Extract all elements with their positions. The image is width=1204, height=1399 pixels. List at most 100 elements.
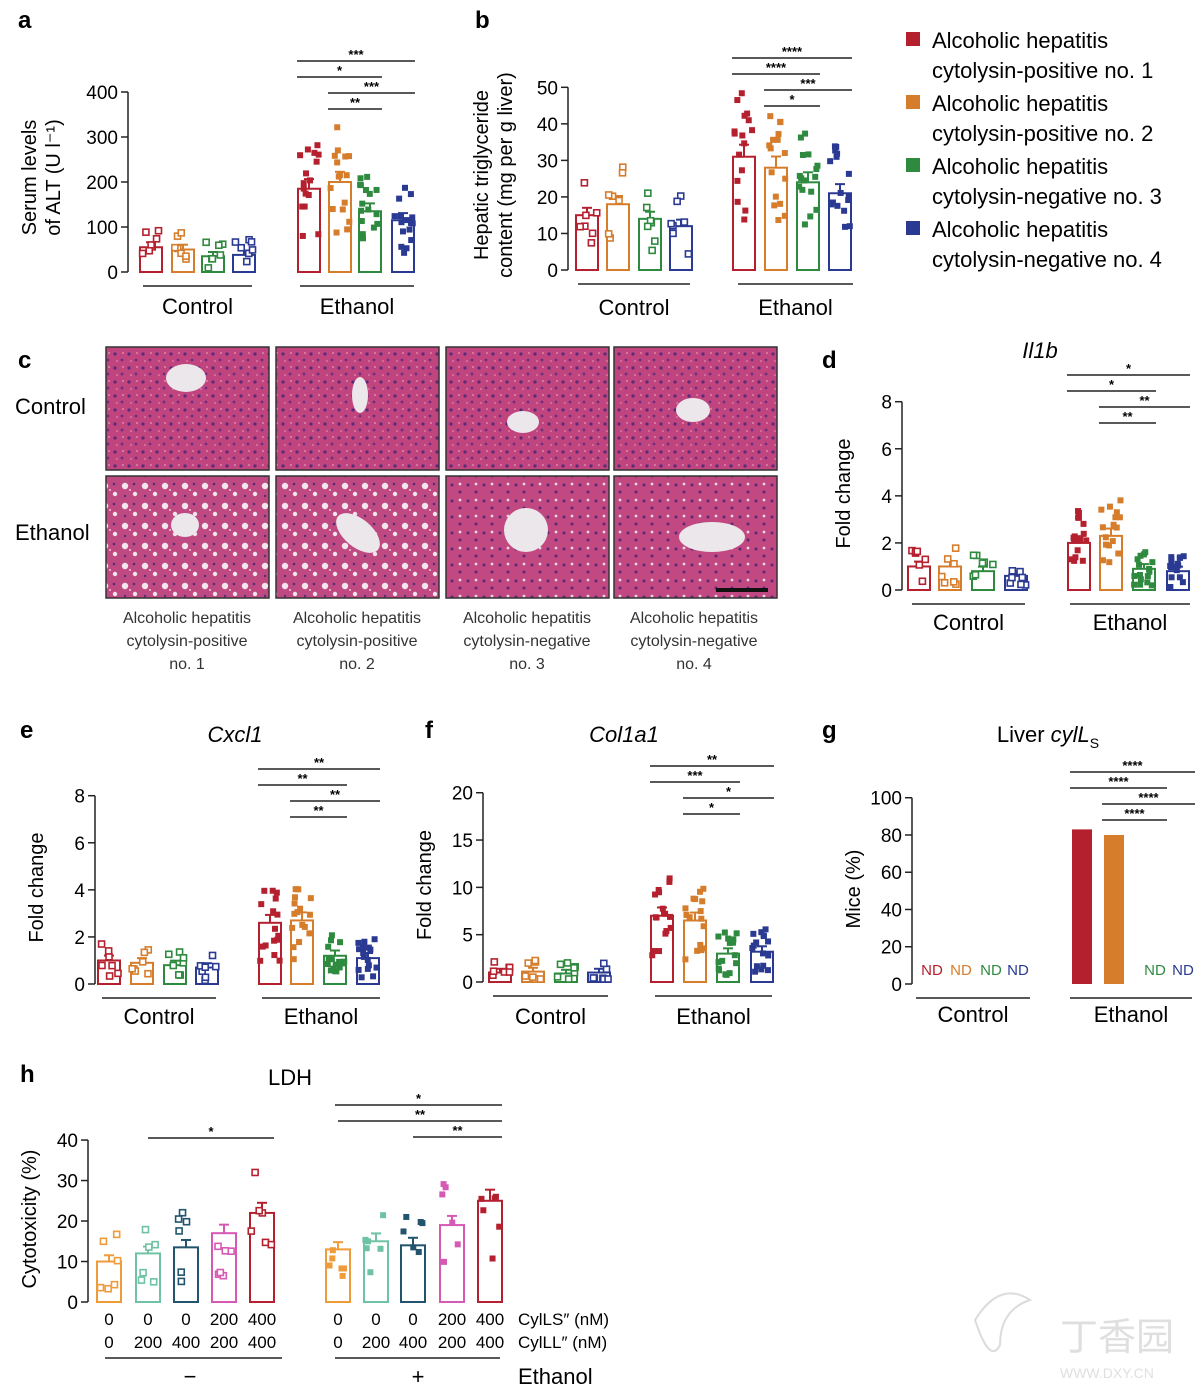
data-point-a xyxy=(300,180,307,187)
data-point-d xyxy=(1134,556,1141,563)
data-point-e xyxy=(290,956,297,963)
significance-label-b: **** xyxy=(766,60,787,75)
data-point-b xyxy=(813,206,820,213)
data-point-e xyxy=(328,932,335,939)
data-point-f xyxy=(760,962,767,969)
data-point-h xyxy=(141,1225,150,1234)
legend-line2-3: cytolysin-negative no. 3 xyxy=(932,184,1162,209)
data-point-a xyxy=(215,241,223,250)
data-point-d xyxy=(1173,567,1180,574)
data-point-a xyxy=(407,191,414,198)
group-label-ethanol: Ethanol xyxy=(284,1004,359,1029)
data-point-b xyxy=(582,211,590,220)
data-point-b xyxy=(812,173,819,180)
data-point-f xyxy=(652,914,659,921)
data-point-b xyxy=(833,153,840,160)
data-point-e xyxy=(272,895,279,902)
data-point-f xyxy=(564,975,573,983)
data-point-h xyxy=(454,1241,461,1248)
data-point-b xyxy=(845,170,852,177)
significance-label-g: **** xyxy=(1138,790,1159,805)
data-point-e xyxy=(291,894,298,901)
data-point-a xyxy=(145,246,154,255)
data-point-a xyxy=(335,173,342,180)
data-point-d xyxy=(1071,557,1078,564)
data-point-e xyxy=(144,969,152,978)
significance-label-a: * xyxy=(337,63,343,78)
data-point-f xyxy=(758,966,765,973)
data-point-e xyxy=(289,924,296,931)
data-point-a xyxy=(396,195,403,202)
data-point-f xyxy=(553,973,562,981)
data-point-e xyxy=(356,946,363,953)
y-tick-label-h: 20 xyxy=(57,1212,78,1233)
svg-text:cytolysin-positive: cytolysin-positive xyxy=(297,633,418,650)
data-point-e xyxy=(365,944,372,951)
significance-label-e: ** xyxy=(313,803,324,818)
data-point-a xyxy=(359,231,366,238)
data-point-e xyxy=(273,889,280,896)
y-tick-label-g: 40 xyxy=(881,900,902,921)
svg-text:Alcoholic hepatitis: Alcoholic hepatitis xyxy=(463,610,591,627)
data-point-d xyxy=(1168,574,1175,581)
data-point-a xyxy=(182,252,190,260)
data-point-f xyxy=(765,952,772,959)
y-axis-label-g: Mice (%) xyxy=(843,850,865,929)
data-point-h xyxy=(145,1243,153,1251)
significance-label-f: ** xyxy=(707,752,718,767)
data-point-a xyxy=(313,158,320,165)
data-point-h xyxy=(403,1213,410,1220)
data-point-e xyxy=(340,960,347,967)
data-point-h xyxy=(478,1195,485,1202)
data-point-a xyxy=(152,234,161,243)
data-point-b xyxy=(832,147,839,154)
data-point-e xyxy=(336,964,343,971)
cyll-value: 200 xyxy=(134,1333,162,1352)
data-point-f xyxy=(697,941,704,948)
data-point-d xyxy=(1136,571,1143,578)
data-point-b xyxy=(805,151,812,158)
legend-swatch-2 xyxy=(906,95,920,109)
data-point-e xyxy=(336,958,343,965)
nd-label: ND xyxy=(950,962,972,979)
data-point-f xyxy=(762,926,769,933)
data-point-a xyxy=(231,238,240,246)
y-tick-label-b: 40 xyxy=(537,115,558,136)
data-point-e xyxy=(271,952,278,959)
data-point-e xyxy=(175,971,183,979)
data-point-d xyxy=(1110,521,1117,528)
cyll-value: 200 xyxy=(362,1333,390,1352)
y-tick-label-e: 6 xyxy=(74,834,85,855)
data-point-h xyxy=(496,1223,503,1230)
data-point-b xyxy=(767,145,774,152)
data-point-b xyxy=(576,222,584,231)
data-point-h xyxy=(367,1269,374,1276)
data-point-b xyxy=(801,177,808,184)
data-point-h xyxy=(329,1255,336,1262)
data-point-f xyxy=(700,885,707,892)
data-point-d xyxy=(1180,553,1187,560)
data-point-b xyxy=(604,191,613,199)
data-point-e xyxy=(140,948,149,957)
data-point-a xyxy=(303,170,310,177)
y-tick-label-b: 20 xyxy=(537,188,558,209)
data-point-d xyxy=(1117,497,1124,504)
data-point-b xyxy=(642,203,651,212)
data-point-d xyxy=(1168,554,1175,561)
data-point-e xyxy=(327,967,334,974)
data-point-a xyxy=(358,207,365,214)
panel-label-h: h xyxy=(20,1061,35,1088)
bar-e xyxy=(258,921,282,985)
data-point-h xyxy=(216,1268,225,1277)
data-point-e xyxy=(128,964,136,973)
data-point-d xyxy=(1113,524,1120,531)
data-point-b xyxy=(797,134,804,141)
data-point-a xyxy=(306,177,313,184)
data-point-e xyxy=(325,943,332,950)
data-point-d xyxy=(918,577,927,586)
data-point-h xyxy=(175,1227,183,1235)
data-point-e xyxy=(164,950,173,959)
